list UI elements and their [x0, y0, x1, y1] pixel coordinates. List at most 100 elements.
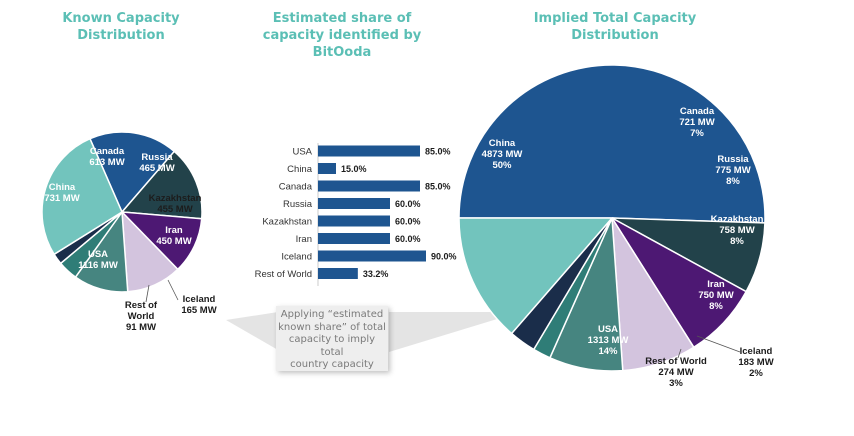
bar-category-label: Iran [296, 234, 312, 245]
pie-label-line: 455 MW [157, 204, 192, 215]
callout-line: known share” of total [278, 321, 386, 333]
title-line: BitOoda [312, 45, 372, 60]
bar-usa [318, 145, 420, 157]
pie-label-line: 8% [730, 236, 744, 247]
pie-label-line: Kazakhstan [711, 214, 764, 225]
known-capacity-title: Known Capacity Distribution [46, 10, 196, 44]
pie-label-line: 4873 MW [482, 149, 523, 160]
bar-category-label: USA [292, 147, 312, 158]
pie-label-china: China 4873 MW 50% [482, 138, 523, 171]
callout-line: Applying “estimated [280, 309, 384, 320]
callout-line: country capacity [290, 359, 374, 370]
pie-label-line: 8% [709, 301, 723, 312]
bar-category-label: Canada [279, 182, 313, 193]
pie-label-line: 91 MW [126, 322, 156, 333]
bar-category-label: Rest of World [255, 269, 312, 280]
bar-value-label: 33.2% [363, 269, 389, 279]
pie-slice-canada [120, 150, 203, 220]
pie-label-line: 50% [492, 160, 512, 171]
callout-pointer-left [226, 312, 278, 350]
pie-label-line: Canada [680, 106, 715, 117]
pie-label-line: 183 MW [738, 357, 773, 368]
bar-canada [318, 180, 420, 192]
bar-iran [318, 233, 390, 244]
callout-line: capacity to imply total [288, 334, 376, 358]
leader-line-rest-of-world [145, 284, 150, 303]
bar-value-label: 15.0% [341, 164, 367, 174]
pie-label-line: 775 MW [715, 165, 750, 176]
pie-label-canada: Canada 721 MW 7% [679, 106, 715, 139]
bar-category-label: Russia [283, 199, 313, 210]
pie-label-line: 613 MW [89, 157, 124, 168]
pie-label-line: Rest of [125, 300, 158, 311]
bar-iceland [318, 250, 426, 262]
pie-label-rest-of-world: Rest of World 274 MW 3% [645, 356, 707, 389]
pie-label-line: Kazakhstan [149, 193, 202, 204]
pie-label-line: 450 MW [156, 236, 191, 247]
pie-slice-china [88, 131, 176, 214]
bar-value-label: 90.0% [431, 252, 457, 262]
pie-label-line: Rest of World [645, 356, 707, 367]
pie-label-line: Canada [90, 146, 125, 157]
implied-capacity-title: Implied Total Capacity Distribution [520, 10, 710, 44]
callout-box: Applying “estimated known share” of tota… [276, 306, 388, 371]
pie-label-line: Iceland [183, 294, 216, 305]
pie-label-line: 7% [690, 128, 704, 139]
leader-line-iceland [167, 279, 179, 301]
pie-label-line: Russia [141, 152, 173, 163]
pie-label-line: World [128, 311, 155, 322]
pie-label-line: Iran [165, 225, 183, 236]
bar-category-label: Iceland [281, 252, 312, 263]
bar-value-label: 60.0% [395, 217, 421, 227]
pie-label-usa: USA 1116 MW [78, 249, 118, 271]
pie-label-line: 165 MW [181, 305, 216, 316]
estimated-share-title: Estimated share of capacity identified b… [262, 10, 422, 61]
pie-label-line: 2% [749, 368, 763, 379]
pie-label-line: Iceland [740, 346, 773, 357]
pie-label-line: USA [598, 324, 618, 335]
title-line: capacity identified by [262, 28, 422, 43]
pie-label-kazakhstan: Kazakhstan 455 MW [149, 193, 202, 215]
bar-china [318, 163, 336, 174]
bar-value-label: 85.0% [425, 182, 451, 192]
bar-rest-of-world [318, 268, 358, 279]
bar-category-label: Kazakhstan [262, 217, 312, 228]
bar-value-label: 60.0% [395, 234, 421, 244]
pie-label-canada: Canada 613 MW [89, 146, 125, 168]
known-capacity-pie: China 731 MW Canada 613 MW Russia 465 MW Kazak… [41, 131, 217, 333]
pie-label-line: 3% [669, 378, 683, 389]
pie-label-line: 465 MW [139, 163, 174, 174]
pie-label-iran: Iran 750 MW 8% [698, 279, 733, 312]
title-line: Known Capacity [62, 11, 180, 26]
pie-label-line: 758 MW [719, 225, 754, 236]
pie-label-line: 1116 MW [78, 260, 118, 271]
pie-label-russia: Russia 465 MW [139, 152, 174, 174]
pie-label-line: Iran [707, 279, 725, 290]
pie-label-line: 721 MW [679, 117, 714, 128]
implied-capacity-pie: China 4873 MW 50%Canada 721 MW 7%Russia 775 M… [458, 64, 774, 389]
estimated-share-bar-chart: USA 85.0% China 15.0% Canada 85.0% Russia 60.0%… [255, 143, 457, 286]
bar-russia [318, 198, 390, 209]
title-line: Estimated share of [272, 11, 412, 26]
title-line: Distribution [571, 28, 659, 43]
pie-slice-usa [41, 137, 123, 256]
leader-line-iceland [696, 335, 741, 353]
pie-label-line: Russia [717, 154, 749, 165]
title-line: Implied Total Capacity [533, 11, 697, 26]
title-line: Distribution [77, 28, 165, 43]
bar-category-label: China [287, 164, 313, 175]
pie-label-russia: Russia 775 MW 8% [715, 154, 750, 187]
pie-label-rest-of-world: Rest of World 91 MW [125, 300, 158, 333]
pie-label-line: 8% [726, 176, 740, 187]
bar-kazakhstan [318, 215, 390, 227]
pie-label-iran: Iran 450 MW [156, 225, 191, 247]
pie-label-kazakhstan: Kazakhstan 758 MW 8% [711, 214, 764, 247]
pie-slice-china [458, 64, 766, 224]
pie-label-line: 274 MW [658, 367, 693, 378]
pie-label-line: 731 MW [44, 193, 79, 204]
bar-value-label: 60.0% [395, 199, 421, 209]
pie-label-line: China [49, 182, 76, 193]
pie-label-line: USA [88, 249, 108, 260]
callout-pointer-right [389, 312, 520, 352]
pie-label-iceland: Iceland 165 MW [181, 294, 216, 316]
